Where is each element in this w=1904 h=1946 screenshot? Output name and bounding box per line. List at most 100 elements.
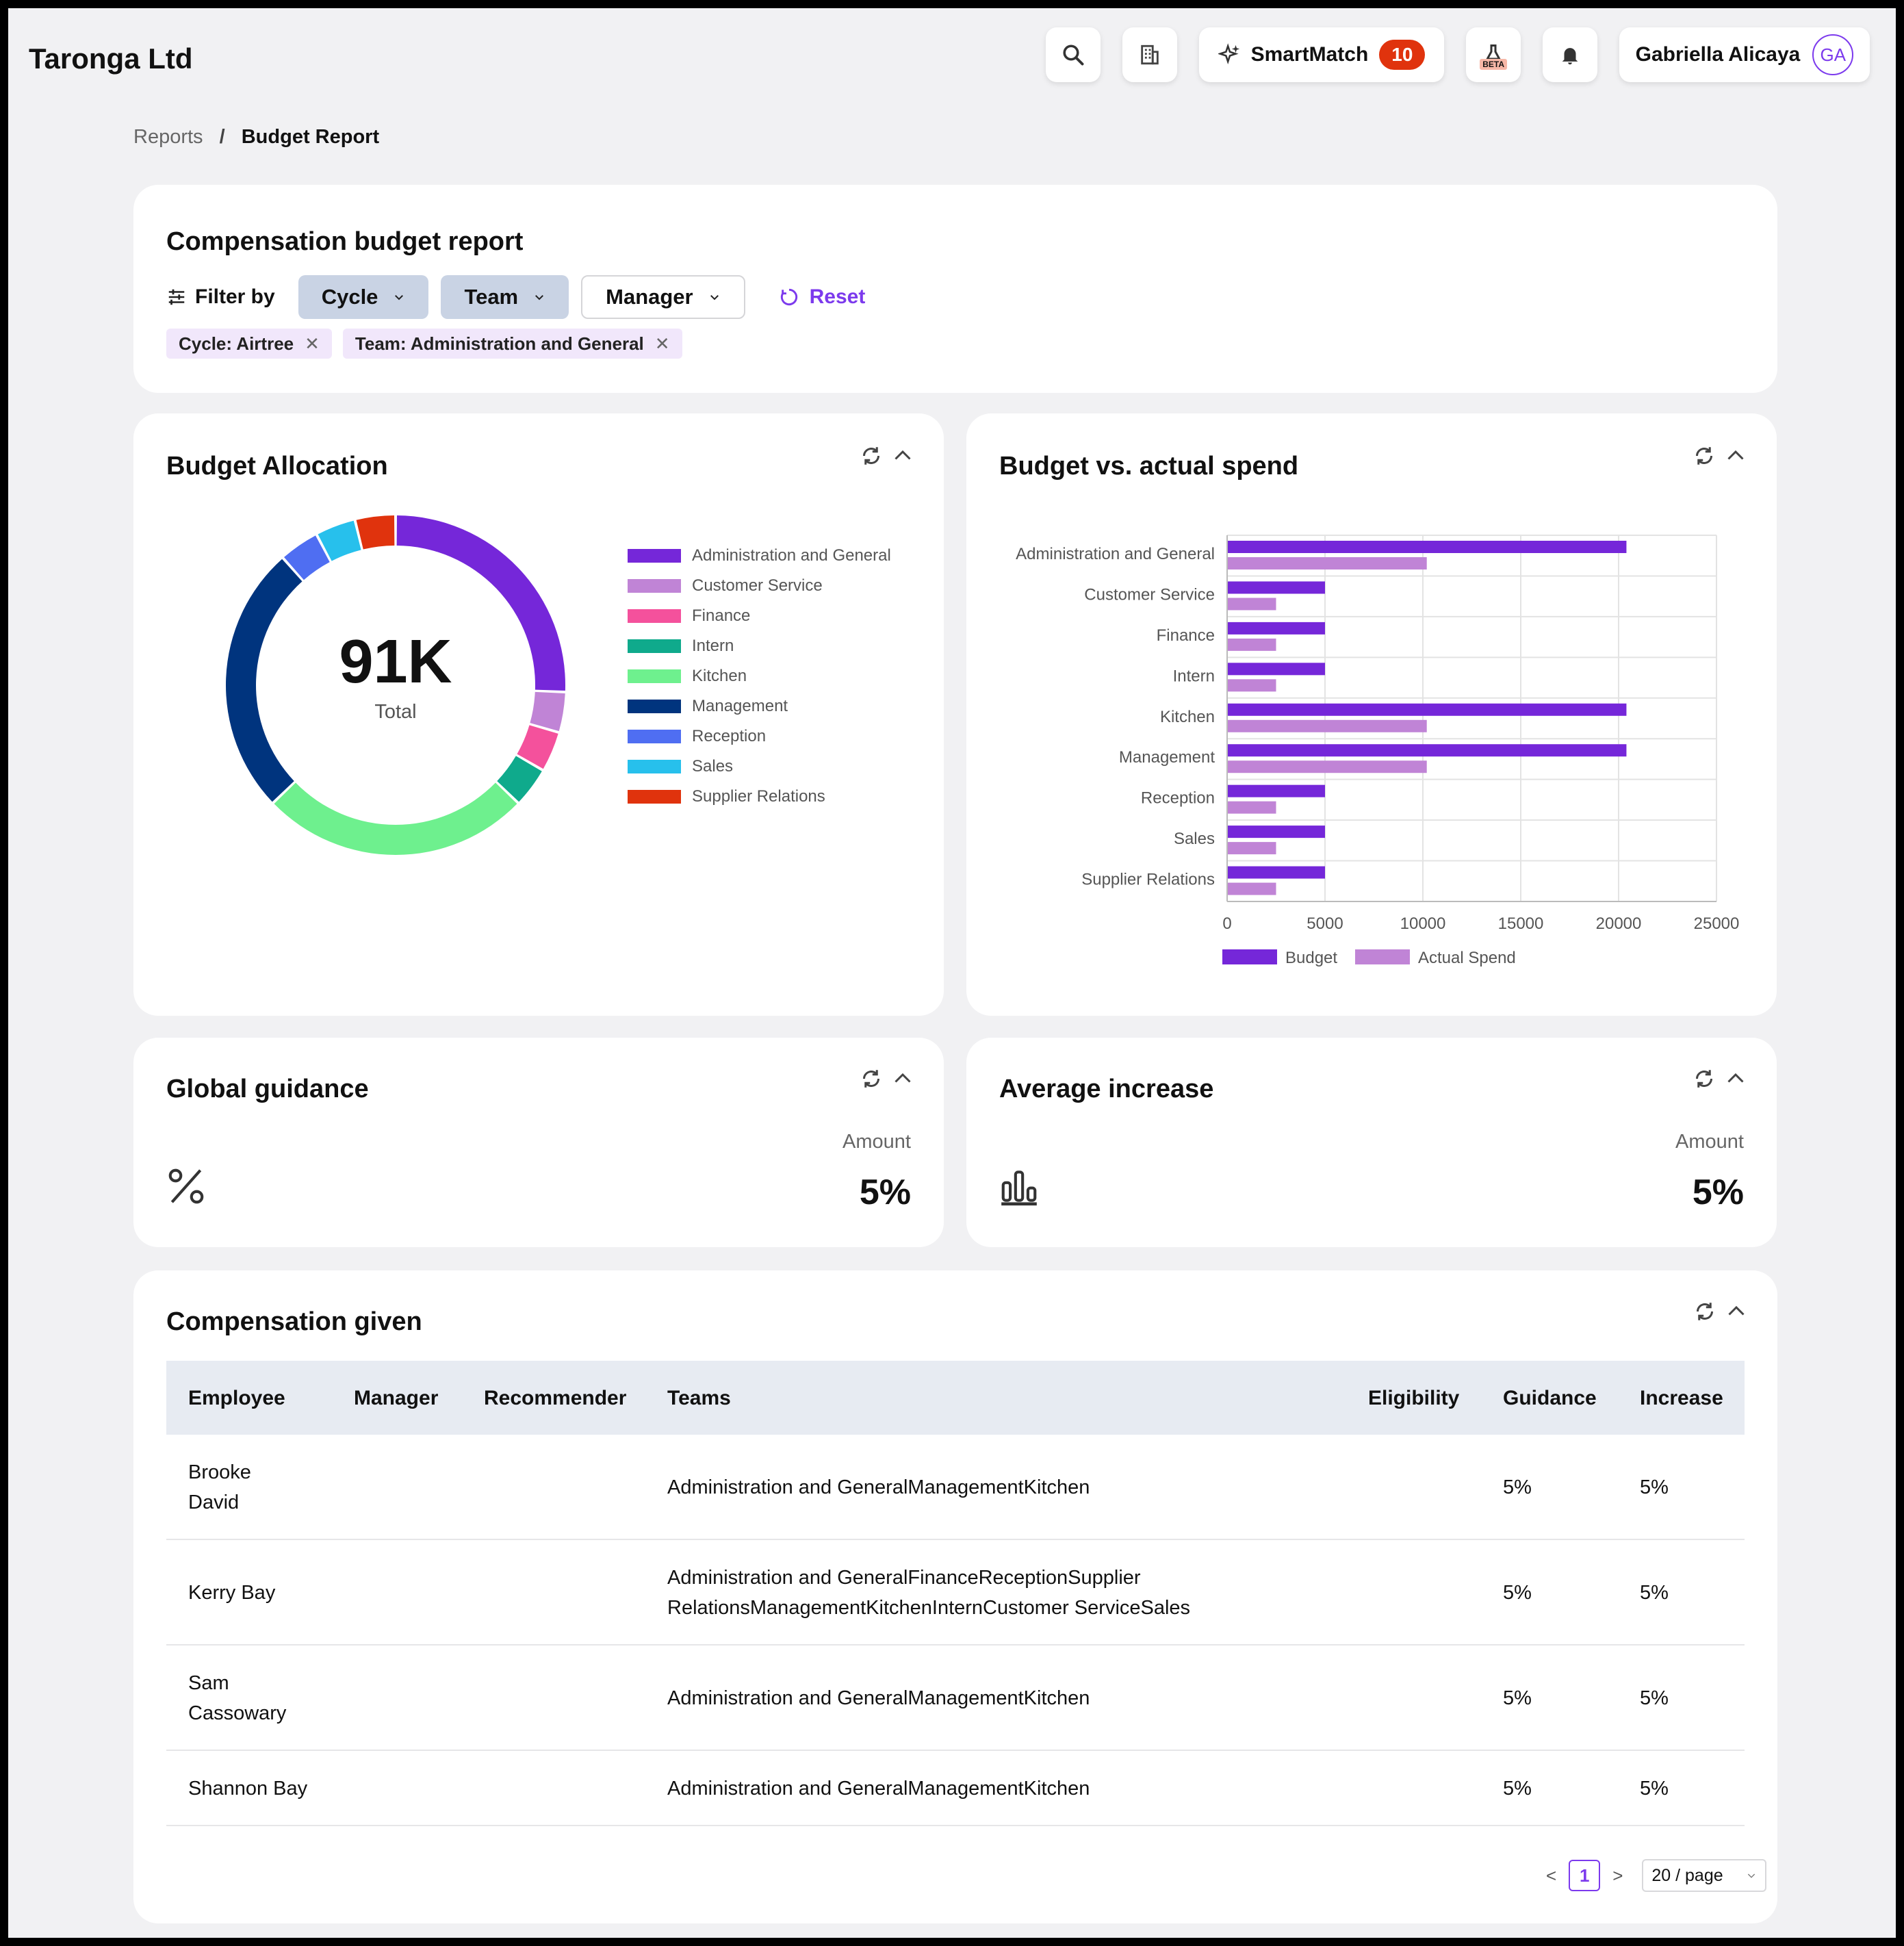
bar-budget[interactable] [1228, 703, 1627, 716]
donut-slice-management[interactable] [226, 559, 303, 802]
category-label: Sales [1174, 830, 1215, 848]
next-page-button[interactable]: > [1612, 1865, 1623, 1886]
donut-slice-supplier-relations[interactable] [356, 515, 395, 550]
bar-actual-spend[interactable] [1228, 801, 1276, 814]
cell-guidance: 5% [1503, 1778, 1532, 1800]
bar-budget[interactable] [1228, 622, 1325, 635]
donut-slice-finance[interactable] [517, 725, 558, 769]
category-label: Intern [1173, 667, 1215, 685]
user-menu-button[interactable]: Gabriella Alicaya GA [1619, 27, 1870, 82]
bar-budget[interactable] [1228, 663, 1325, 676]
legend-item[interactable]: Finance [628, 601, 891, 631]
legend-swatch [628, 639, 681, 653]
legend-item[interactable]: Supplier Relations [628, 782, 891, 812]
legend-swatch[interactable] [1355, 949, 1410, 964]
column-recommender[interactable]: Recommender [484, 1387, 627, 1409]
refresh-icon[interactable] [1693, 1299, 1717, 1324]
legend-item[interactable]: Intern [628, 631, 891, 661]
legend-item[interactable]: Administration and General [628, 541, 891, 571]
legend-item[interactable]: Sales [628, 752, 891, 782]
chevron-up-icon[interactable] [1723, 444, 1748, 468]
bar-budget[interactable] [1228, 581, 1325, 594]
beta-lab-button[interactable]: BETA [1466, 27, 1521, 82]
legend-swatch[interactable] [1222, 949, 1277, 964]
legend-label: Finance [692, 606, 751, 625]
legend-label: Kitchen [692, 667, 747, 685]
legend-item[interactable]: Customer Service [628, 571, 891, 601]
donut-slice-reception[interactable] [284, 535, 330, 580]
search-button[interactable] [1046, 27, 1101, 82]
smartmatch-button[interactable]: SmartMatch 10 [1199, 27, 1444, 82]
cell-employee: Shannon Bay [188, 1778, 308, 1800]
manager-filter-dropdown[interactable]: Manager [581, 275, 745, 319]
global-guidance-value: 5% [859, 1173, 911, 1212]
donut-slice-customer-service[interactable] [530, 691, 565, 732]
category-label: Reception [1141, 789, 1215, 808]
team-filter-dropdown[interactable]: Team [441, 275, 569, 319]
column-manager[interactable]: Manager [354, 1387, 439, 1409]
bar-actual-spend[interactable] [1228, 598, 1276, 611]
legend-item[interactable]: Management [628, 691, 891, 721]
bar-budget[interactable] [1228, 866, 1325, 879]
legend-label: Customer Service [692, 576, 823, 595]
column-employee[interactable]: Employee [188, 1387, 285, 1409]
breadcrumb-reports-link[interactable]: Reports [133, 126, 203, 148]
cycle-filter-dropdown[interactable]: Cycle [298, 275, 429, 319]
close-icon[interactable]: ✕ [654, 333, 670, 354]
refresh-icon[interactable] [1692, 1066, 1716, 1091]
chevron-up-icon[interactable] [1724, 1299, 1749, 1324]
budget-allocation-title: Budget Allocation [166, 452, 388, 481]
manager-filter-label: Manager [606, 285, 693, 309]
donut-slice-intern[interactable] [497, 756, 542, 802]
column-guidance[interactable]: Guidance [1503, 1387, 1597, 1409]
user-name: Gabriella Alicaya [1635, 43, 1801, 66]
bar-budget[interactable] [1228, 825, 1325, 838]
current-page-button[interactable]: 1 [1569, 1860, 1601, 1891]
bar-actual-spend[interactable] [1228, 882, 1276, 895]
close-icon[interactable]: ✕ [305, 333, 320, 354]
column-teams[interactable]: Teams [667, 1387, 731, 1409]
company-switch-button[interactable] [1122, 27, 1177, 82]
bar-budget[interactable] [1228, 784, 1325, 797]
bar-actual-spend[interactable] [1228, 760, 1427, 773]
table-row[interactable]: Shannon Bay Administration and GeneralMan… [166, 1751, 1745, 1826]
refresh-icon[interactable] [859, 444, 884, 468]
reset-filters-button[interactable]: Reset [778, 285, 865, 309]
bar-actual-spend[interactable] [1228, 557, 1427, 569]
chevron-up-icon[interactable] [890, 1066, 915, 1091]
bar-actual-spend[interactable] [1228, 842, 1276, 855]
chevron-up-icon[interactable] [890, 444, 915, 468]
bar-actual-spend[interactable] [1228, 679, 1276, 692]
bar-budget[interactable] [1228, 541, 1627, 553]
chevron-up-icon[interactable] [1723, 1066, 1748, 1091]
bar-actual-spend[interactable] [1228, 638, 1276, 651]
column-increase[interactable]: Increase [1640, 1387, 1723, 1409]
refresh-icon[interactable] [1692, 444, 1716, 468]
card-tools [1692, 444, 1748, 468]
category-label: Kitchen [1160, 708, 1215, 726]
global-guidance-card: Global guidance Amount 5% [133, 1038, 944, 1247]
filter-card: Compensation budget report Filter by Cyc… [133, 185, 1777, 393]
donut-slice-kitchen[interactable] [274, 782, 517, 855]
prev-page-button[interactable]: < [1546, 1865, 1557, 1886]
compensation-given-title: Compensation given [166, 1307, 422, 1336]
table-row[interactable]: Brooke David Administration and GeneralMan… [166, 1435, 1745, 1540]
column-eligibility[interactable]: Eligibility [1368, 1387, 1460, 1409]
legend-item[interactable]: Reception [628, 721, 891, 752]
table-row[interactable]: Sam Cassowary Administration and GeneralMa… [166, 1646, 1745, 1751]
cell-increase: 5% [1640, 1582, 1669, 1604]
refresh-icon[interactable] [859, 1066, 884, 1091]
legend-item[interactable]: Kitchen [628, 661, 891, 691]
bar-actual-spend[interactable] [1228, 719, 1427, 732]
table-row[interactable]: Kerry Bay Administration and GeneralFinan… [166, 1540, 1745, 1646]
donut-slice-administration-and-general[interactable] [396, 515, 565, 691]
sparkle-icon [1218, 43, 1239, 64]
notifications-button[interactable] [1543, 27, 1597, 82]
donut-slice-sales[interactable] [318, 520, 361, 561]
category-label: Supplier Relations [1081, 871, 1215, 889]
average-increase-value: 5% [1692, 1173, 1744, 1212]
bar-budget[interactable] [1228, 744, 1627, 757]
page-size-select[interactable]: 20 / page [1642, 1859, 1767, 1892]
breadcrumb: Reports / Budget Report [133, 126, 379, 149]
cell-guidance: 5% [1503, 1476, 1532, 1498]
